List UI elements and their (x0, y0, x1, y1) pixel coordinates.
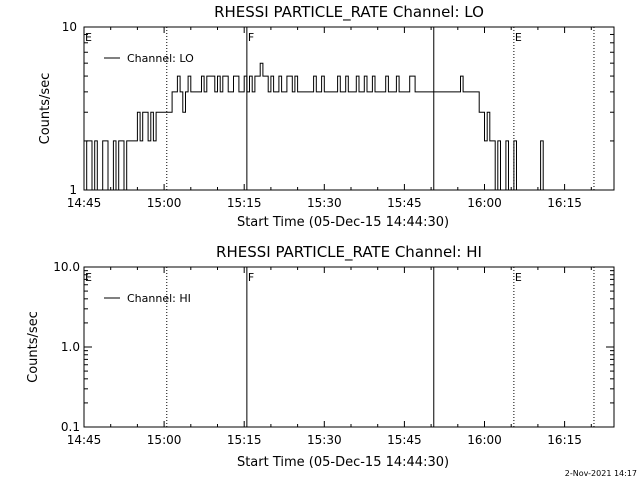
y-tick-label: 1 (69, 183, 77, 197)
x-tick-label: 15:00 (147, 196, 182, 210)
x-tick-label: 16:15 (547, 196, 582, 210)
y-tick-label: 10.0 (53, 260, 80, 274)
chart-title: RHESSI PARTICLE_RATE Channel: LO (214, 3, 484, 22)
chart-title: RHESSI PARTICLE_RATE Channel: HI (216, 243, 482, 262)
x-tick-label: 15:15 (227, 196, 262, 210)
event-marker-label: E (515, 31, 522, 44)
x-tick-label: 15:45 (387, 433, 422, 447)
x-tick-label: 15:00 (147, 433, 182, 447)
x-tick-label: 15:30 (307, 196, 342, 210)
x-tick-label: 14:45 (67, 433, 102, 447)
y-tick-label: 1.0 (61, 340, 80, 354)
plot-frame (83, 26, 615, 191)
x-tick-label: 16:00 (467, 196, 502, 210)
y-axis-label: Counts/sec (38, 73, 53, 145)
y-axis-label: Counts/sec (26, 311, 41, 383)
timestamp-label: 2-Nov-2021 14:17 (565, 469, 637, 478)
event-marker-label: E (85, 271, 92, 284)
legend-label: Channel: HI (127, 292, 191, 305)
series-line-lo (84, 62, 573, 191)
event-marker-label: F (248, 31, 254, 44)
x-axis-label: Start Time (05-Dec-15 14:44:30) (237, 215, 449, 230)
event-marker-label: E (515, 271, 522, 284)
legend-label: Channel: LO (127, 52, 194, 65)
x-tick-label: 15:30 (307, 433, 342, 447)
x-tick-label: 15:45 (387, 196, 422, 210)
x-tick-label: 14:45 (67, 196, 102, 210)
y-tick-label: 10 (62, 20, 77, 34)
event-marker-label: F (248, 271, 254, 284)
plot-frame (83, 266, 615, 428)
y-tick-label: 0.1 (61, 420, 80, 434)
x-tick-label: 16:15 (547, 433, 582, 447)
event-marker-label: E (85, 31, 92, 44)
x-axis-label: Start Time (05-Dec-15 14:44:30) (237, 455, 449, 470)
x-tick-label: 16:00 (467, 433, 502, 447)
x-tick-label: 15:15 (227, 433, 262, 447)
